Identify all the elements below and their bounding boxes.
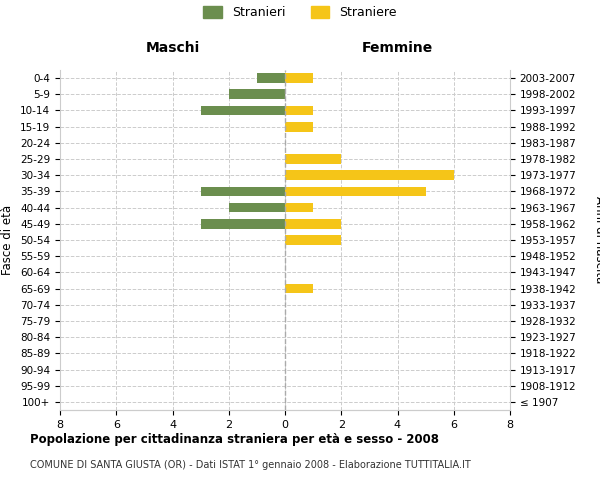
Bar bbox=[285, 170, 454, 180]
Bar bbox=[285, 235, 341, 245]
Bar bbox=[285, 154, 341, 164]
Text: COMUNE DI SANTA GIUSTA (OR) - Dati ISTAT 1° gennaio 2008 - Elaborazione TUTTITAL: COMUNE DI SANTA GIUSTA (OR) - Dati ISTAT… bbox=[30, 460, 471, 469]
Bar bbox=[200, 219, 285, 228]
Bar bbox=[229, 203, 285, 212]
Bar bbox=[257, 73, 285, 83]
Bar bbox=[200, 106, 285, 116]
Bar bbox=[285, 122, 313, 132]
Text: Popolazione per cittadinanza straniera per età e sesso - 2008: Popolazione per cittadinanza straniera p… bbox=[30, 432, 439, 446]
Bar bbox=[285, 106, 313, 116]
Bar bbox=[229, 90, 285, 99]
Text: Femmine: Femmine bbox=[362, 41, 433, 55]
Bar bbox=[285, 73, 313, 83]
Y-axis label: Anni di nascita: Anni di nascita bbox=[593, 196, 600, 284]
Bar bbox=[200, 186, 285, 196]
Bar bbox=[285, 186, 425, 196]
Y-axis label: Fasce di età: Fasce di età bbox=[1, 205, 14, 275]
Bar bbox=[285, 203, 313, 212]
Text: Maschi: Maschi bbox=[145, 41, 200, 55]
Legend: Stranieri, Straniere: Stranieri, Straniere bbox=[203, 6, 397, 19]
Bar bbox=[285, 219, 341, 228]
Bar bbox=[285, 284, 313, 294]
